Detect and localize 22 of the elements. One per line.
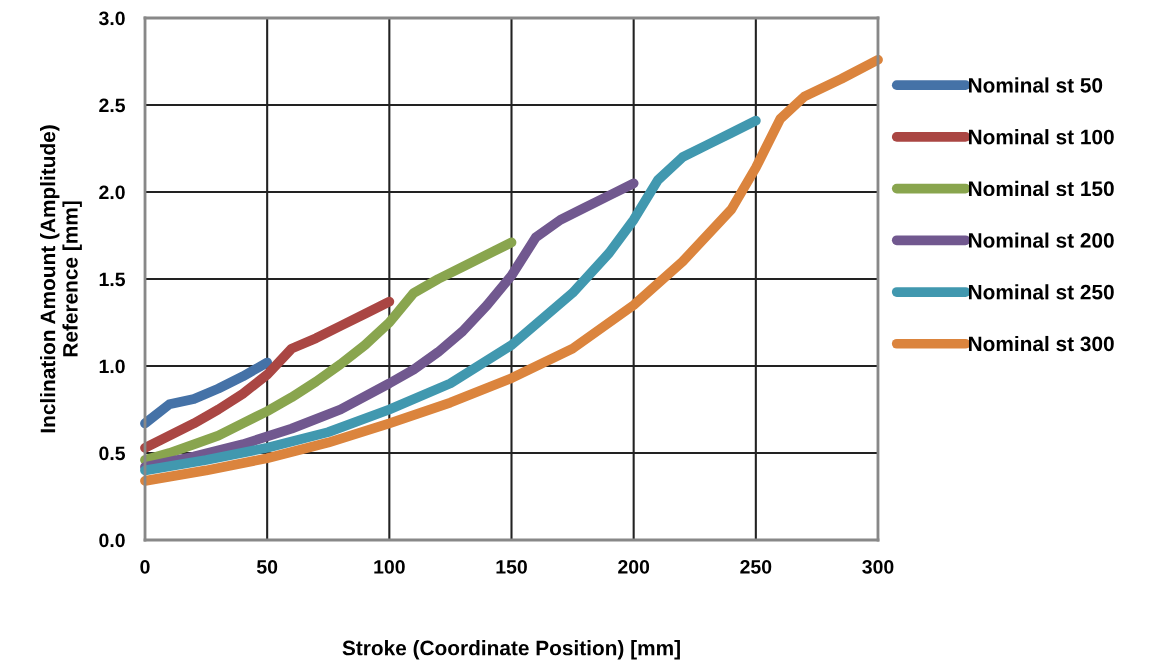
legend-label: Nominal st 200: [968, 232, 1114, 248]
legend-label: Nominal st 250: [968, 284, 1114, 300]
y-tick-label: 0.5: [99, 446, 126, 461]
y-tick-label: 2.5: [99, 98, 126, 113]
y-tick-label: 2.0: [99, 185, 125, 200]
y-tick-label: 3.0: [98, 11, 125, 26]
x-tick-label: 300: [862, 559, 894, 574]
x-tick-label: 200: [618, 559, 650, 574]
y-axis-title: Inclination Amount (Amplitude) Reference [mm]: [40, 125, 82, 433]
legend-label: Nominal st 300: [968, 335, 1114, 352]
x-axis-title: Stroke (Coordinate Position) [mm]: [342, 640, 680, 660]
x-tick-label: 100: [374, 559, 405, 574]
x-tick-label: 0: [140, 559, 150, 574]
x-tick-label: 50: [256, 559, 278, 574]
y-tick-label: 1.0: [99, 359, 125, 374]
legend-label: Nominal st 150: [968, 180, 1114, 197]
y-tick-label: 0.0: [99, 533, 125, 548]
legend-label: Nominal st 100: [968, 129, 1114, 145]
x-tick-label: 250: [740, 559, 772, 574]
y-tick-label: 1.5: [99, 272, 126, 287]
x-tick-label: 150: [496, 559, 527, 574]
legend-label: Nominal st 50: [968, 77, 1103, 93]
